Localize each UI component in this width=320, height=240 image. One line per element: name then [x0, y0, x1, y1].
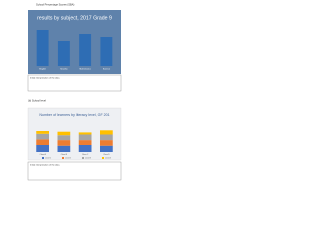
header-title: School Percentage Scores (SBA) [36, 3, 74, 7]
page: School Percentage Scores (SBA) Initial i… [27, 3, 122, 181]
bar [100, 37, 113, 66]
legend-swatch [102, 157, 104, 159]
x-tick-label: Sesotho [60, 68, 68, 71]
bar-segment [57, 135, 71, 141]
x-tick-label: Class D [103, 154, 110, 156]
legend-swatch [82, 157, 84, 159]
legend-swatch [62, 157, 64, 159]
bar-segment [78, 145, 92, 152]
bar-segment [36, 131, 49, 134]
note-box [27, 74, 122, 92]
bar-segment [57, 131, 71, 136]
legend-label: Level 1 [45, 157, 51, 159]
bar-segment [57, 145, 71, 152]
bar-segment [36, 145, 49, 152]
bar [57, 41, 70, 66]
note-text: Initial interpretation of the data [30, 77, 60, 80]
bar-segment [78, 134, 92, 141]
bar-segment [57, 140, 71, 146]
x-tick-label: Science [103, 69, 111, 71]
bar [79, 34, 92, 66]
bar-segment [36, 133, 49, 140]
bar-segment [100, 134, 113, 141]
bar [36, 30, 49, 66]
x-tick-label: Mathematics [79, 68, 90, 71]
bar-segment [100, 130, 113, 135]
bar-segment [100, 140, 113, 146]
note-text: Initial interpretation of the data [30, 164, 60, 167]
legend-swatch [42, 157, 44, 159]
bar-segment [36, 139, 49, 145]
chart-title: results by subject, 2017 Grade 9 [37, 15, 112, 21]
x-tick-label: English [39, 69, 46, 71]
chart-title: Number of learners by literacy level, GF… [39, 113, 109, 117]
x-tick-label: Class B [61, 154, 68, 156]
section-label: (b) School level [28, 99, 46, 103]
legend-label: Level 4 [105, 157, 111, 159]
legend-label: Level 2 [65, 157, 71, 159]
bar-segment [100, 145, 113, 152]
legend-label: Level 3 [85, 157, 91, 159]
x-tick-label: Class C [82, 154, 89, 156]
bar-segment [78, 132, 92, 135]
note-box [27, 161, 122, 181]
x-tick-label: Class A [40, 153, 47, 156]
bar-segment [78, 140, 92, 145]
